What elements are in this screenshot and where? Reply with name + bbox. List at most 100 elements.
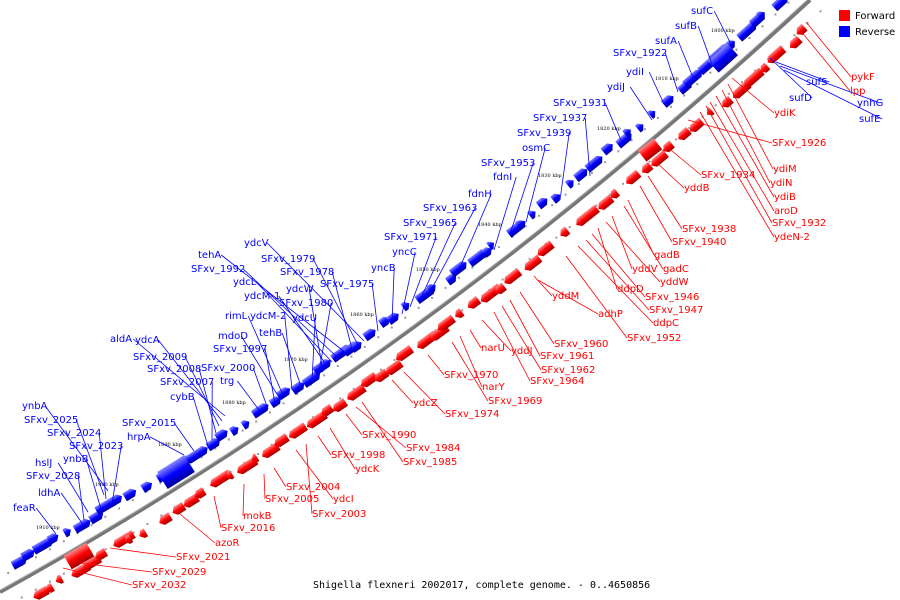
reverse-gene[interactable]	[444, 272, 459, 286]
reverse-label[interactable]: ydcV	[244, 238, 269, 249]
forward-label[interactable]: SFxv_2004	[286, 482, 340, 493]
reverse-gene[interactable]	[682, 67, 705, 89]
reverse-gene[interactable]	[448, 259, 469, 278]
reverse-gene[interactable]	[107, 492, 125, 508]
forward-label[interactable]: ydcZ	[413, 398, 438, 409]
forward-label[interactable]: SFxv_2021	[176, 552, 230, 563]
reverse-label[interactable]: hrpA	[127, 432, 151, 443]
forward-gene[interactable]	[359, 371, 379, 390]
forward-label[interactable]: SFxv_1952	[627, 333, 681, 344]
forward-label[interactable]: SFxv_2016	[221, 523, 275, 534]
reverse-label[interactable]: sufE	[859, 114, 880, 125]
reverse-gene[interactable]	[214, 427, 230, 442]
forward-gene[interactable]	[704, 107, 715, 118]
forward-label[interactable]: gadB	[654, 250, 680, 261]
reverse-label[interactable]: ydcM-2	[250, 311, 286, 322]
forward-label[interactable]: SFxv_2005	[265, 494, 319, 505]
forward-gene[interactable]	[54, 574, 65, 585]
forward-label[interactable]: ydiK	[774, 108, 796, 119]
reverse-label[interactable]: sufB	[675, 21, 697, 32]
forward-gene[interactable]	[541, 242, 552, 253]
reverse-label[interactable]: SFxv_2009	[133, 352, 187, 363]
forward-gene[interactable]	[435, 314, 456, 334]
forward-label[interactable]: SFxv_1984	[406, 443, 460, 454]
forward-label[interactable]: lpp	[850, 86, 865, 97]
reverse-gene[interactable]	[771, 0, 790, 12]
forward-gene[interactable]	[383, 359, 404, 377]
reverse-label[interactable]: ldhA	[38, 488, 60, 499]
forward-label[interactable]: ydiN	[770, 178, 793, 189]
forward-gene[interactable]	[260, 442, 281, 460]
reverse-label[interactable]: SFxv_1975	[320, 279, 374, 290]
forward-label[interactable]: gadC	[663, 264, 689, 275]
reverse-gene[interactable]	[486, 239, 497, 251]
reverse-gene[interactable]	[467, 247, 490, 268]
reverse-gene[interactable]	[647, 108, 658, 119]
reverse-gene[interactable]	[707, 43, 739, 73]
forward-gene[interactable]	[235, 456, 259, 477]
reverse-label[interactable]: sufC	[691, 6, 713, 17]
forward-label[interactable]: SFxv_1938	[682, 224, 736, 235]
forward-label[interactable]: SFxv_1962	[541, 365, 595, 376]
reverse-label[interactable]: aldA	[110, 334, 132, 345]
reverse-gene[interactable]	[140, 479, 154, 493]
reverse-gene[interactable]	[186, 444, 210, 464]
forward-label[interactable]: yddB	[684, 183, 710, 194]
forward-gene[interactable]	[31, 585, 50, 600]
forward-gene[interactable]	[208, 469, 233, 489]
forward-label[interactable]: ydiM	[773, 164, 797, 175]
reverse-label[interactable]: SFxv_1937	[533, 113, 587, 124]
forward-label[interactable]: mokB	[243, 511, 272, 522]
forward-gene[interactable]	[639, 161, 654, 176]
forward-label[interactable]: SFxv_1947	[649, 305, 703, 316]
reverse-label[interactable]: yncC	[392, 247, 417, 258]
reverse-gene[interactable]	[527, 208, 538, 220]
forward-gene[interactable]	[660, 140, 675, 154]
reverse-label[interactable]: SFxv_1971	[384, 232, 438, 243]
reverse-label[interactable]: ydcU	[292, 313, 317, 324]
reverse-label[interactable]: rimL	[225, 311, 248, 322]
forward-label[interactable]: ydeN-2	[774, 232, 810, 243]
reverse-label[interactable]: SFxv_2007	[160, 377, 214, 388]
reverse-label[interactable]: tehB	[259, 328, 282, 339]
reverse-gene[interactable]	[736, 20, 759, 42]
forward-gene[interactable]	[272, 433, 290, 449]
reverse-gene[interactable]	[31, 536, 54, 555]
reverse-label[interactable]: feaR	[13, 503, 36, 514]
forward-gene[interactable]	[43, 582, 55, 595]
forward-gene[interactable]	[522, 254, 543, 274]
reverse-label[interactable]: sufD	[789, 93, 812, 104]
reverse-gene[interactable]	[228, 424, 241, 437]
forward-gene[interactable]	[111, 530, 136, 550]
reverse-label[interactable]: hslJ	[35, 458, 52, 469]
forward-gene[interactable]	[372, 368, 390, 385]
reverse-gene[interactable]	[157, 455, 195, 489]
reverse-label[interactable]: SFxv_1963	[423, 203, 477, 214]
forward-label[interactable]: SFxv_1946	[645, 292, 699, 303]
forward-gene[interactable]	[687, 117, 705, 135]
forward-label[interactable]: SFxv_2032	[132, 580, 186, 591]
reverse-label[interactable]: SFxv_1931	[553, 98, 607, 109]
forward-gene[interactable]	[137, 528, 149, 540]
forward-gene[interactable]	[582, 204, 600, 222]
forward-label[interactable]: ddpC	[653, 318, 679, 329]
reverse-gene[interactable]	[622, 126, 633, 138]
reverse-gene[interactable]	[573, 166, 590, 183]
reverse-label[interactable]: ydcM-1	[244, 291, 280, 302]
reverse-label[interactable]: ydcW	[286, 284, 314, 295]
reverse-gene[interactable]	[634, 121, 646, 133]
reverse-label[interactable]: fdnI	[493, 172, 512, 183]
forward-label[interactable]: SFxv_2029	[152, 567, 206, 578]
reverse-gene[interactable]	[660, 93, 677, 108]
reverse-gene[interactable]	[400, 300, 411, 312]
reverse-gene[interactable]	[20, 547, 37, 562]
reverse-gene[interactable]	[72, 517, 93, 534]
forward-label[interactable]: yddJ	[511, 346, 533, 357]
forward-label[interactable]: azoR	[215, 538, 239, 549]
forward-gene[interactable]	[330, 398, 349, 414]
reverse-gene[interactable]	[205, 436, 222, 452]
forward-label[interactable]: SFxv_1969	[488, 396, 542, 407]
forward-gene[interactable]	[224, 470, 235, 481]
forward-label[interactable]: ydiB	[774, 192, 796, 203]
reverse-gene[interactable]	[515, 218, 526, 230]
